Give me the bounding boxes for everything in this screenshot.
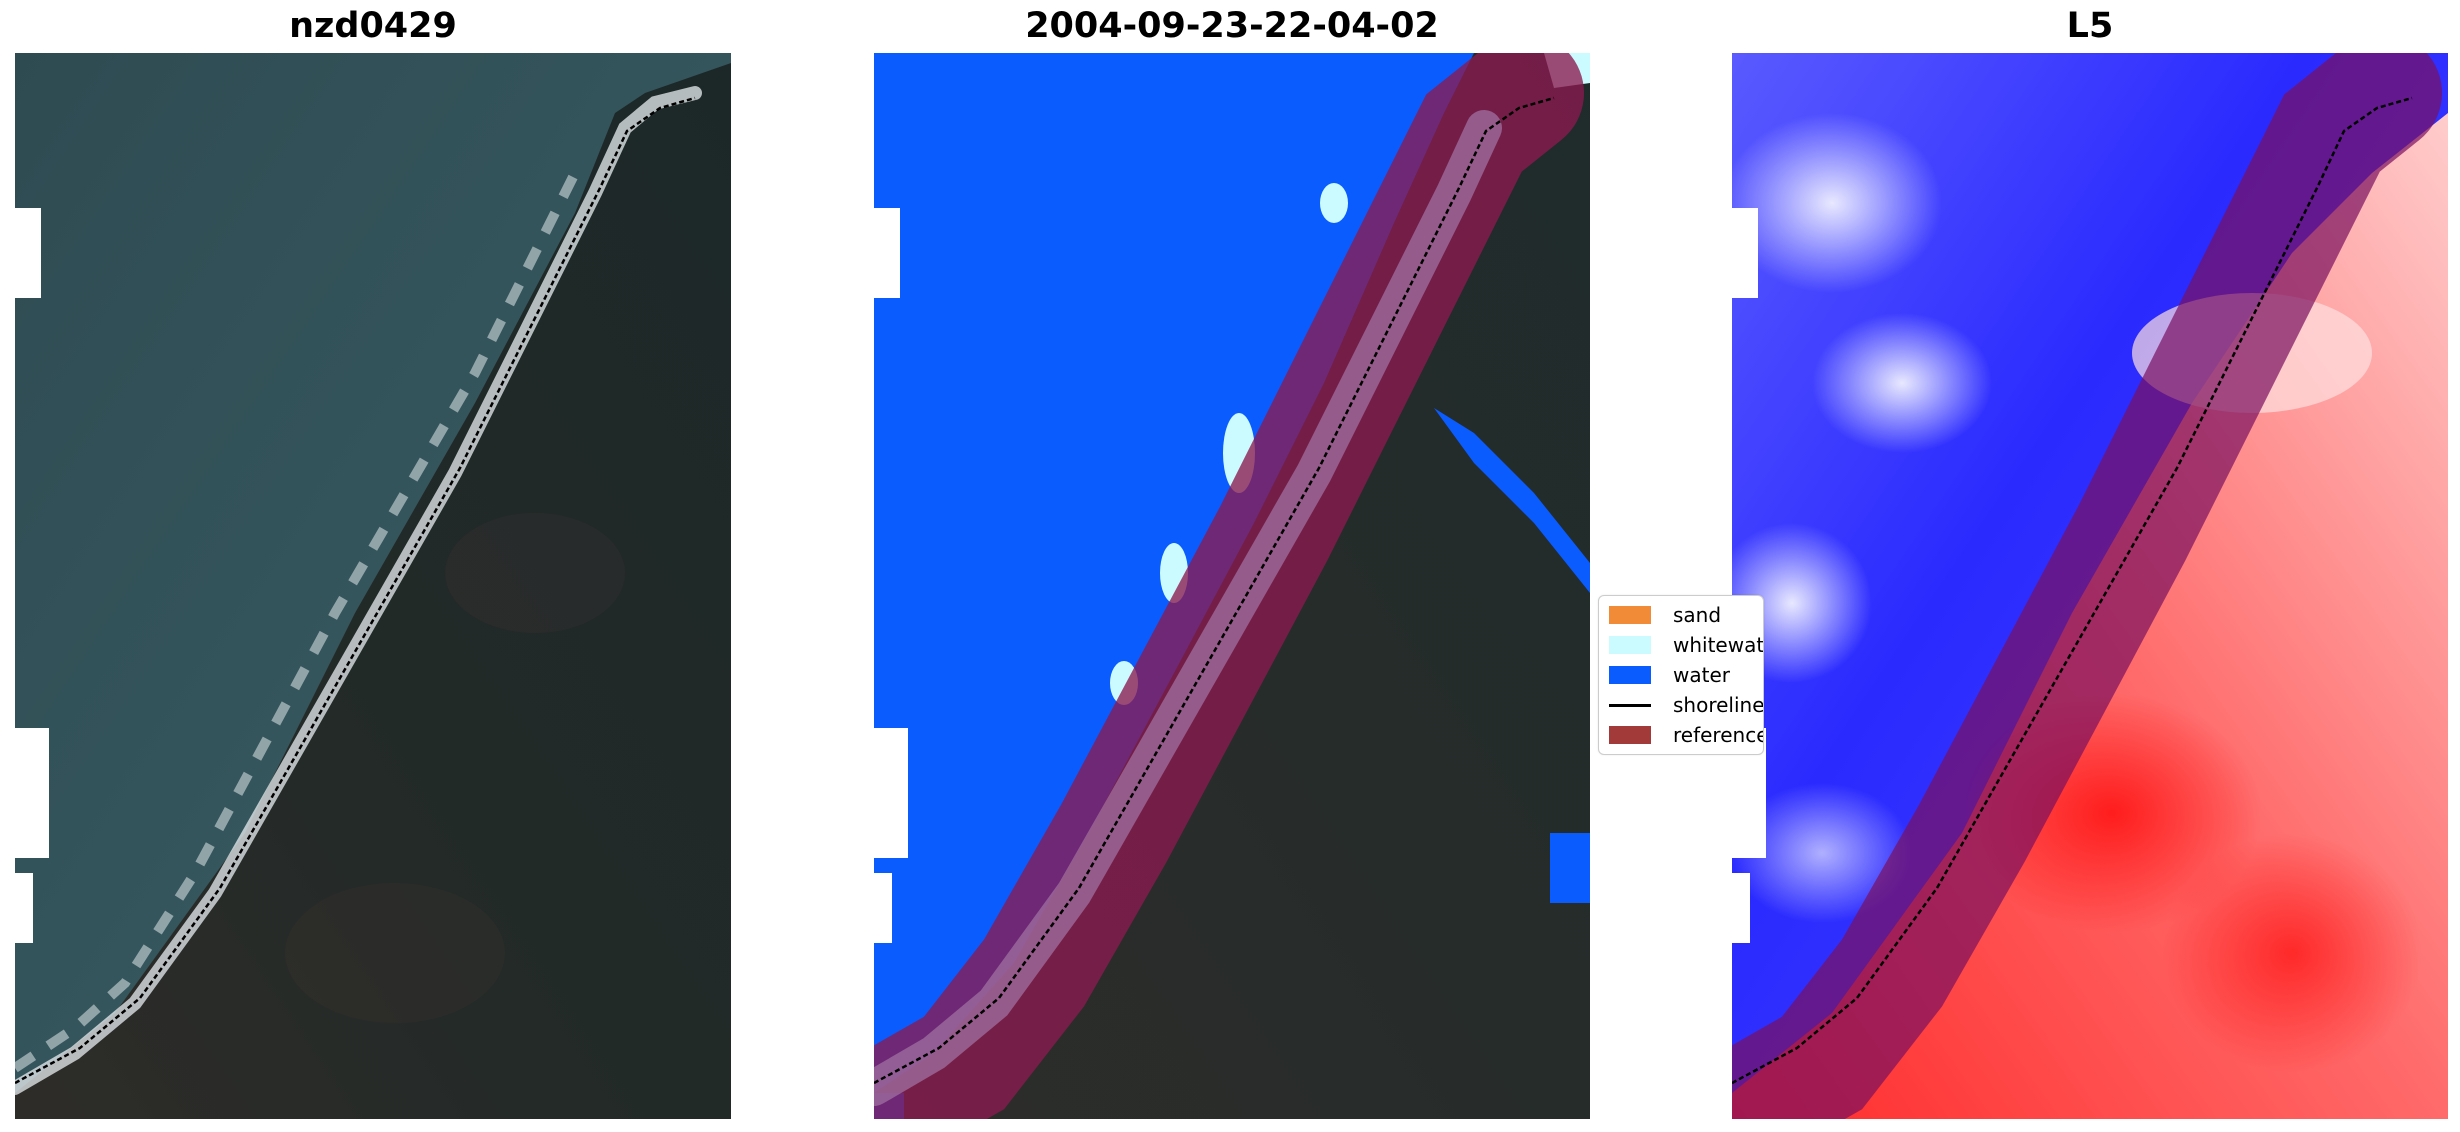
legend-item-whitewater: whitewater xyxy=(1609,633,1764,657)
legend-label: whitewater xyxy=(1673,633,1764,657)
legend-label: shoreline xyxy=(1673,693,1764,717)
legend-item-shoreline: shoreline xyxy=(1609,693,1764,717)
panel-title-index: L5 xyxy=(2066,6,2114,46)
legend-item-sand: sand xyxy=(1609,603,1721,627)
classified-image xyxy=(874,53,1590,1119)
whitewater-swatch xyxy=(1609,636,1651,654)
rgb-image-panel xyxy=(15,53,731,1119)
reference-swatch xyxy=(1609,726,1651,744)
sand-swatch xyxy=(1609,606,1651,624)
legend-item-water: water xyxy=(1609,663,1730,687)
panel-title-rgb: nzd0429 xyxy=(289,6,457,46)
legend-label: sand xyxy=(1673,603,1722,627)
index-map xyxy=(1732,53,2448,1119)
shoreline-line-swatch xyxy=(1609,703,1651,707)
rgb-image xyxy=(15,53,731,1119)
legend: sand whitewater water shoreline referenc… xyxy=(1598,595,1764,755)
panel-title-classified: 2004-09-23-22-04-02 xyxy=(1025,6,1439,46)
index-map-panel xyxy=(1732,53,2448,1119)
legend-label: water xyxy=(1673,663,1730,687)
water-swatch xyxy=(1609,666,1651,684)
legend-label: reference xyxy=(1673,723,1764,747)
legend-item-reference: reference xyxy=(1609,723,1764,747)
classified-image-panel xyxy=(874,53,1590,1119)
